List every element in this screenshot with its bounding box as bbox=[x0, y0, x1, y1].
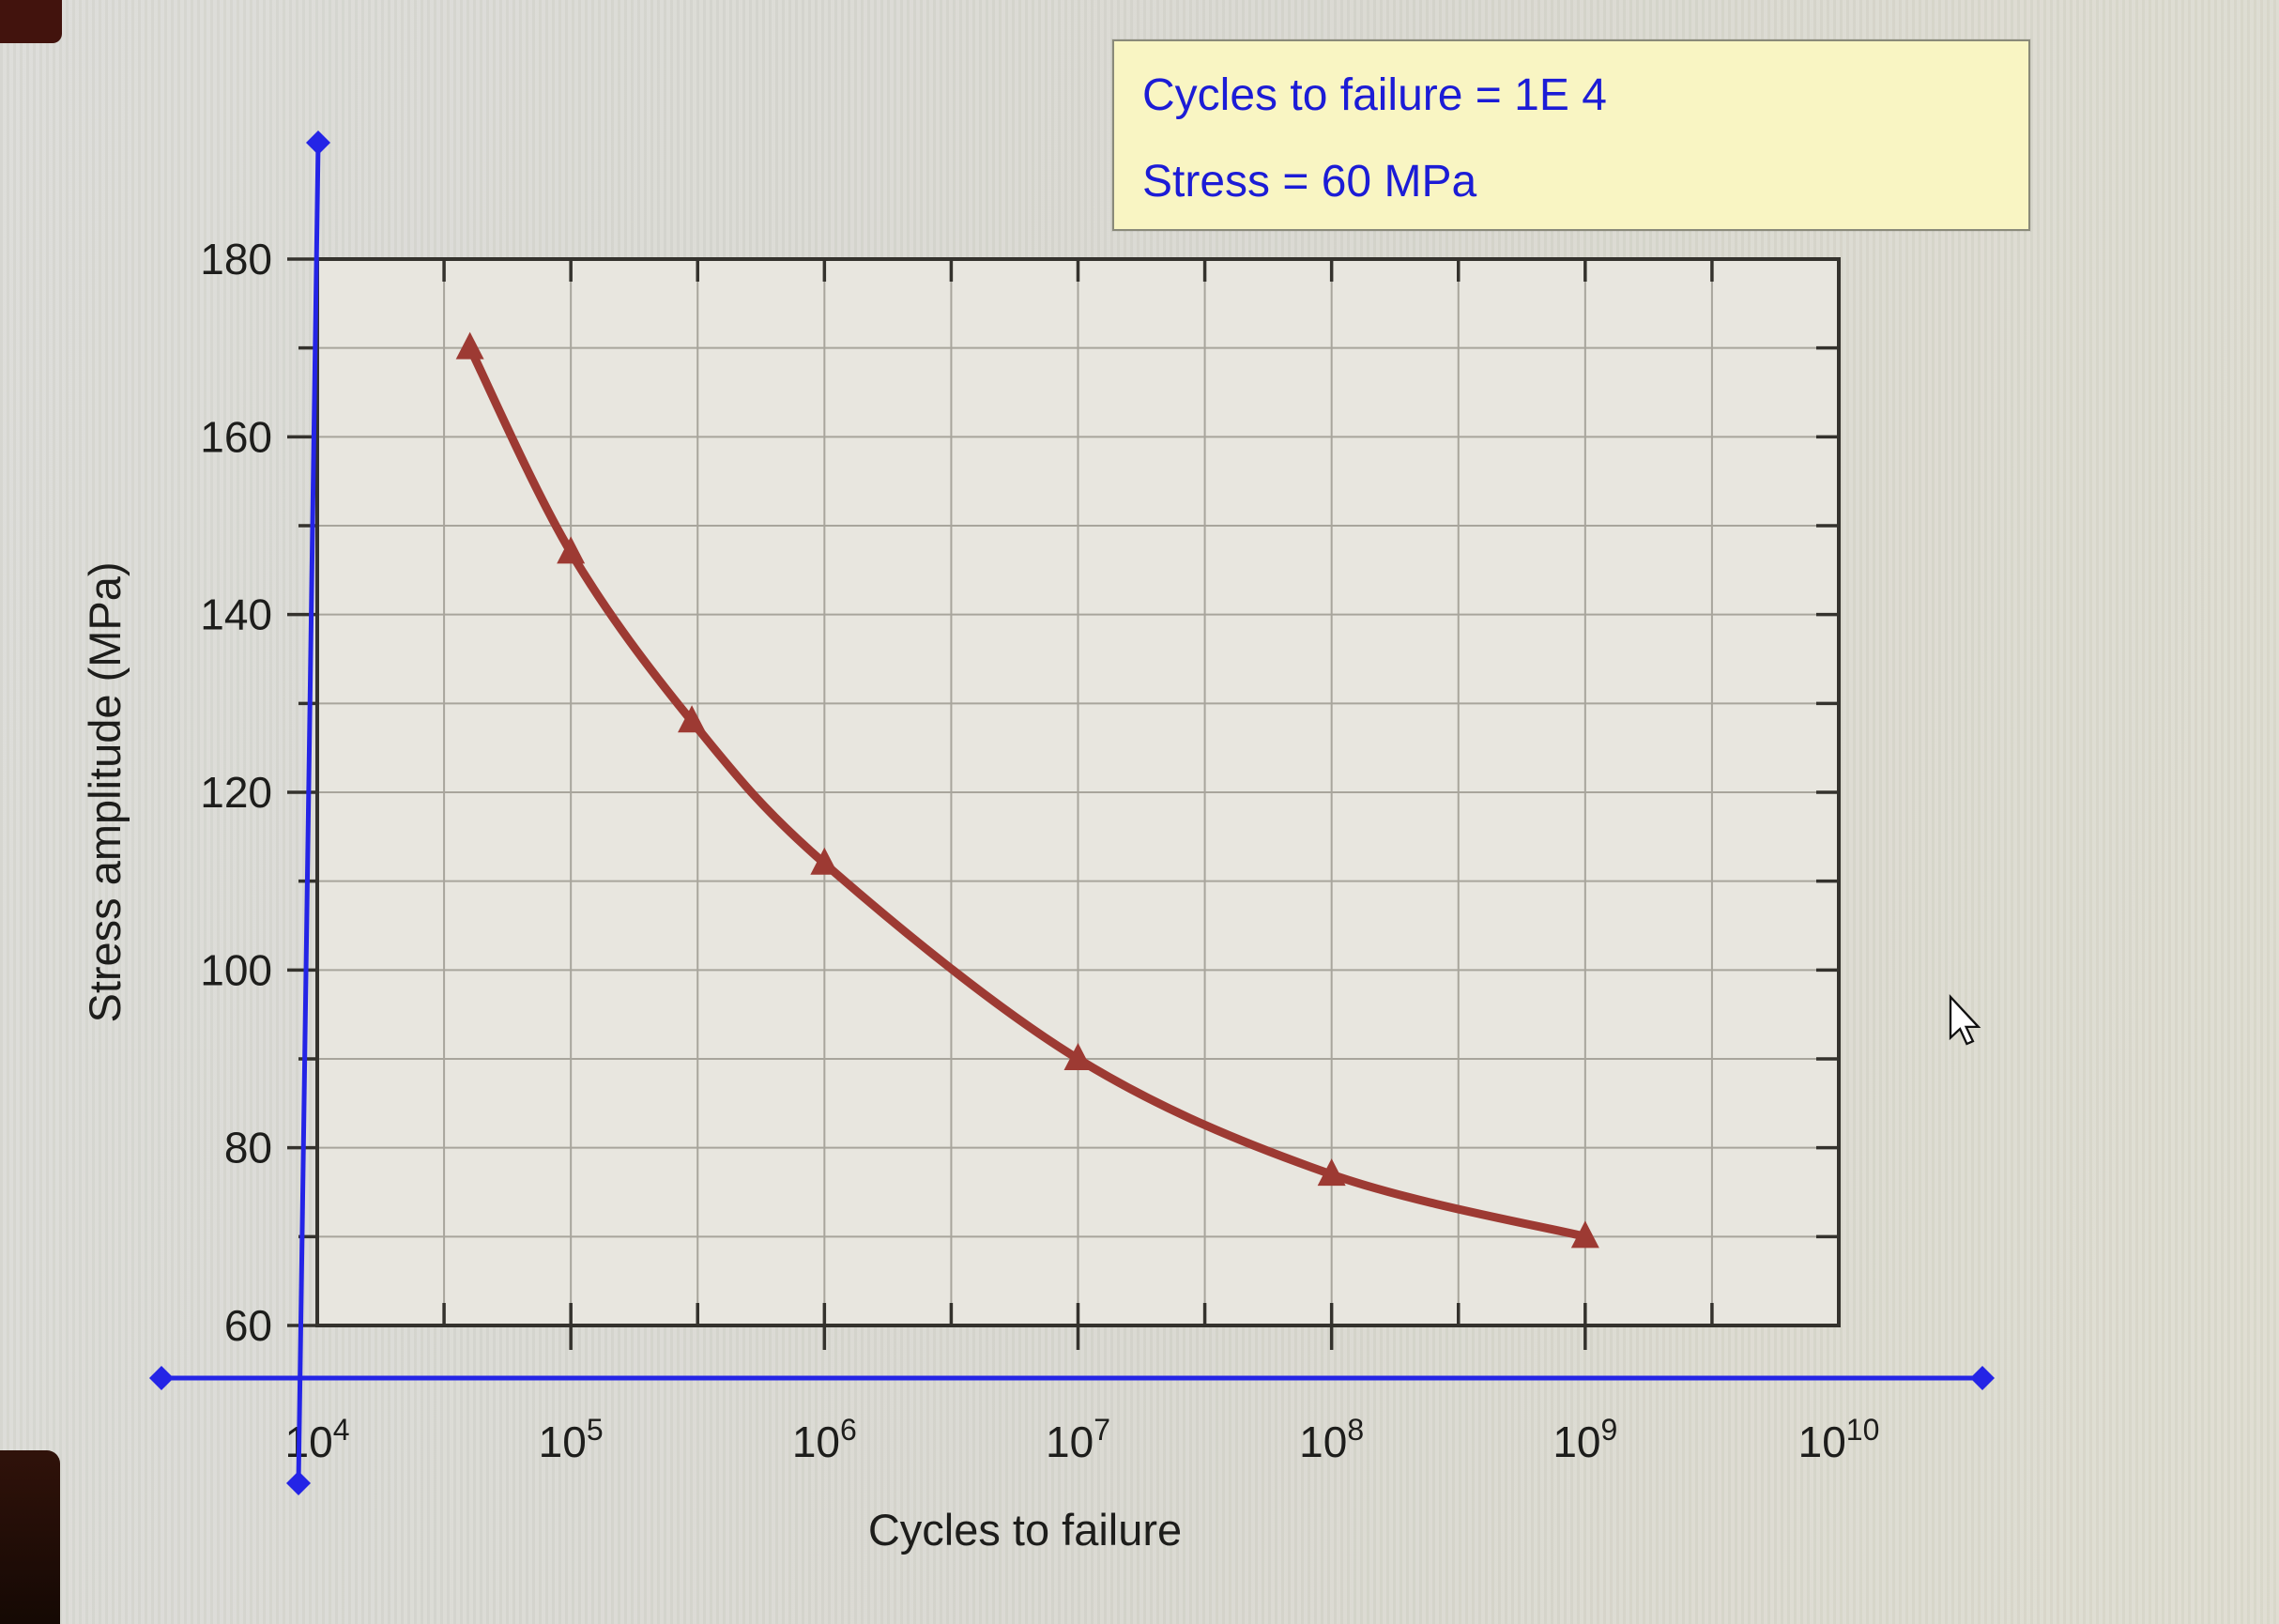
x-axis-title: Cycles to failure bbox=[868, 1505, 1182, 1555]
y-tick-labels: 180 160 140 120 100 80 60 bbox=[200, 235, 272, 1350]
svg-text:107: 107 bbox=[1046, 1413, 1110, 1466]
data-point-marker bbox=[1063, 1043, 1093, 1070]
sn-curve-series bbox=[455, 331, 1599, 1249]
axis-overlay-lines[interactable] bbox=[149, 130, 1995, 1495]
data-point-marker bbox=[810, 847, 839, 875]
mouse-cursor-icon bbox=[1949, 994, 1981, 1046]
corner-decoration-top-left bbox=[0, 0, 62, 43]
svg-text:100: 100 bbox=[200, 945, 272, 994]
data-point-marker bbox=[678, 705, 707, 733]
svg-text:160: 160 bbox=[200, 412, 272, 461]
svg-text:60: 60 bbox=[224, 1301, 272, 1350]
svg-text:105: 105 bbox=[539, 1413, 604, 1466]
selection-handle[interactable] bbox=[149, 1366, 174, 1390]
chart-grid bbox=[317, 259, 1839, 1325]
svg-text:108: 108 bbox=[1299, 1413, 1364, 1466]
corner-decoration-bottom-left bbox=[0, 1450, 60, 1624]
svg-text:104: 104 bbox=[285, 1413, 350, 1466]
svg-text:80: 80 bbox=[224, 1124, 272, 1172]
x-tick-labels: 104 105 106 107 108 109 1010 bbox=[285, 1413, 1880, 1466]
svg-text:120: 120 bbox=[200, 768, 272, 817]
selection-handle[interactable] bbox=[306, 130, 330, 155]
selection-handle[interactable] bbox=[286, 1471, 311, 1495]
selection-handle[interactable] bbox=[1970, 1366, 1995, 1390]
svg-text:140: 140 bbox=[200, 590, 272, 639]
annotation-line-cycles: Cycles to failure = 1E 4 bbox=[1142, 70, 1607, 120]
axis-ticks bbox=[287, 257, 1839, 1350]
annotation-box: Cycles to failure = 1E 4 Stress = 60 MPa bbox=[1112, 39, 2030, 231]
data-point-marker bbox=[1317, 1158, 1346, 1187]
svg-text:1010: 1010 bbox=[1798, 1413, 1880, 1466]
svg-text:106: 106 bbox=[792, 1413, 857, 1466]
data-point-marker bbox=[455, 331, 484, 360]
svg-text:180: 180 bbox=[200, 235, 272, 283]
svg-text:109: 109 bbox=[1552, 1413, 1617, 1466]
annotation-line-stress: Stress = 60 MPa bbox=[1142, 157, 1477, 207]
data-point-marker bbox=[557, 536, 586, 564]
y-axis-title: Stress amplitude (MPa) bbox=[80, 561, 130, 1022]
overlay-y-axis-line[interactable] bbox=[296, 142, 321, 1484]
data-point-marker bbox=[1570, 1220, 1599, 1249]
